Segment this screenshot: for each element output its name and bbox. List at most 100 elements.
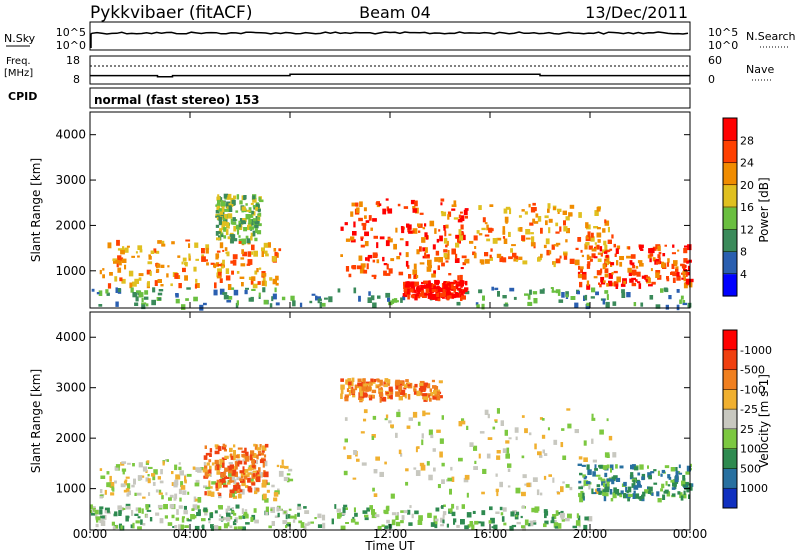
data-cell [343, 504, 348, 508]
data-cell [629, 260, 633, 265]
data-cell [231, 471, 236, 476]
data-cell [363, 394, 368, 397]
data-cell [516, 511, 520, 516]
data-cell [197, 509, 201, 516]
data-cell [446, 295, 450, 301]
data-cell [613, 270, 618, 274]
data-cell [373, 493, 378, 497]
data-cell [681, 277, 686, 280]
data-cell [250, 450, 255, 456]
data-cell [119, 277, 123, 282]
data-cell [245, 522, 250, 525]
data-cell [184, 475, 187, 482]
data-cell [484, 409, 489, 415]
data-cell [147, 478, 151, 484]
data-cell [229, 525, 233, 528]
data-cell [195, 283, 200, 288]
data-cell [511, 524, 517, 528]
data-cell [222, 292, 228, 295]
data-cell [340, 388, 344, 395]
data-cell [138, 273, 144, 277]
data-cell [213, 525, 219, 530]
data-cell [688, 278, 694, 283]
data-cell [436, 286, 439, 289]
data-cell [474, 520, 479, 525]
data-cell [214, 510, 218, 514]
data-cell [262, 479, 267, 486]
data-cell [384, 525, 389, 529]
colorbar-segment [723, 330, 737, 351]
data-cell [398, 396, 403, 401]
data-cell [137, 255, 140, 258]
data-cell [183, 510, 188, 515]
data-cell [222, 217, 226, 221]
data-cell [602, 490, 606, 496]
data-cell [273, 492, 279, 497]
data-cell [204, 445, 207, 449]
data-cell [522, 474, 527, 479]
data-cell [623, 493, 627, 499]
data-cell [599, 491, 603, 494]
data-cell [167, 265, 170, 268]
data-cell [539, 492, 543, 496]
data-cell [250, 467, 254, 471]
data-cell [413, 263, 417, 270]
data-cell [630, 254, 636, 259]
data-cell [433, 520, 438, 525]
data-cell [395, 515, 399, 520]
data-cell [407, 509, 411, 515]
data-cell [621, 292, 626, 298]
data-cell [399, 238, 404, 241]
data-cell [605, 254, 609, 258]
data-cell [243, 511, 248, 516]
data-cell [390, 493, 395, 499]
colorbar-tick-label: 24 [740, 157, 754, 170]
data-cell [384, 461, 387, 465]
data-cell [461, 255, 467, 259]
data-cell [489, 204, 494, 207]
data-cell [453, 217, 459, 220]
data-cell [605, 301, 610, 308]
data-cell [566, 294, 569, 298]
data-cell [137, 475, 143, 481]
data-cell [132, 281, 137, 287]
cpid-text: normal (fast stereo) 153 [94, 93, 260, 107]
data-cell [419, 383, 425, 387]
data-cell [229, 464, 234, 469]
data-cell [224, 455, 229, 459]
data-cell [611, 479, 615, 485]
data-cell [259, 444, 262, 449]
data-cell [385, 198, 389, 201]
data-cell [491, 526, 494, 529]
data-cell [585, 242, 590, 246]
data-cell [113, 513, 118, 517]
data-cell [521, 455, 525, 459]
data-cell [555, 231, 560, 234]
data-cell [428, 429, 433, 436]
data-cell [153, 469, 158, 475]
data-cell [354, 512, 358, 517]
data-cell [443, 291, 449, 297]
data-cell [233, 479, 237, 485]
data-cell [248, 219, 252, 225]
data-cell [507, 485, 511, 488]
data-cell [575, 520, 581, 526]
data-cell [220, 262, 225, 267]
data-cell [555, 289, 561, 294]
data-cell [620, 283, 626, 287]
data-cell [228, 471, 232, 477]
data-cell [501, 516, 505, 522]
data-cell [174, 273, 179, 279]
data-cell [460, 234, 466, 241]
data-cell [435, 507, 440, 512]
data-cell [375, 456, 380, 461]
data-cell [578, 525, 581, 528]
data-cell [259, 459, 265, 464]
data-cell [590, 236, 595, 242]
data-cell [640, 249, 644, 251]
data-cell [238, 515, 242, 520]
data-cell [397, 409, 401, 412]
colorbar-tick-label: 8 [740, 246, 747, 259]
data-cell [464, 287, 469, 291]
data-cell [456, 524, 460, 528]
